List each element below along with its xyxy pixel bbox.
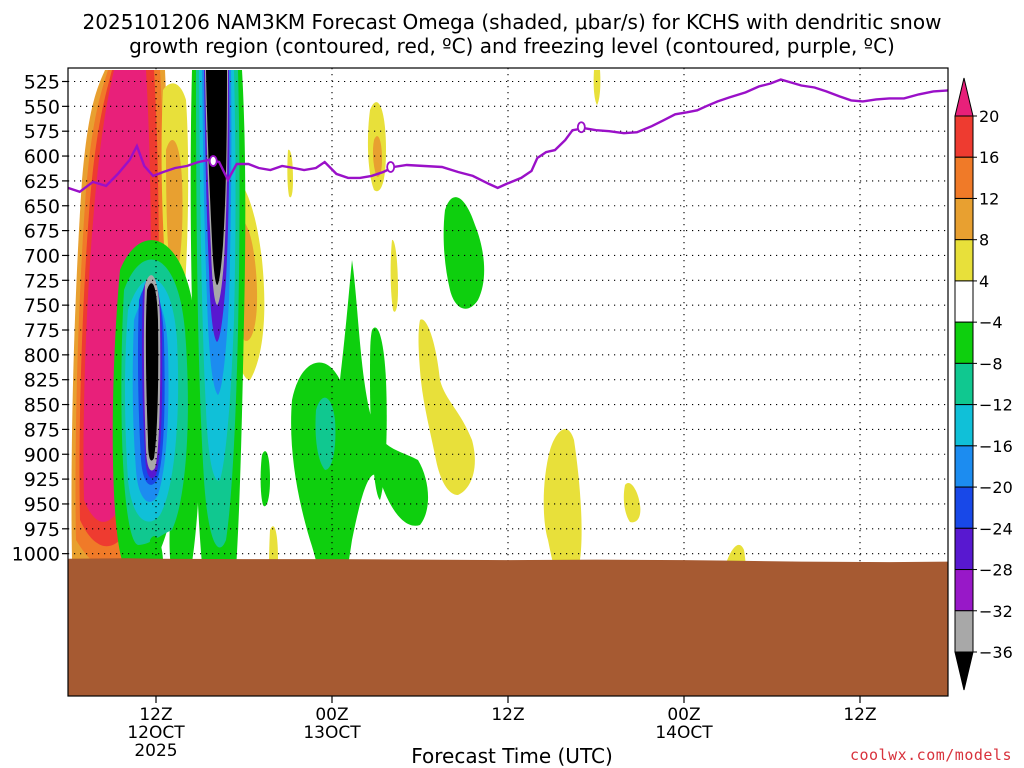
colorbar-label: −24: [979, 519, 1013, 538]
colorbar-bin: [954, 239, 974, 282]
omega-region: [372, 136, 382, 177]
freezing-level-labels: [208, 121, 586, 173]
colorbar-bin: [954, 527, 974, 571]
omega-region: [443, 197, 485, 309]
y-tick-label: 925: [24, 469, 60, 491]
freezing-level-line: [68, 78, 948, 194]
x-axis-label: Forecast Time (UTC): [411, 744, 613, 768]
x-tick-label: 12Z: [139, 705, 172, 725]
omega-region: [287, 149, 293, 198]
colorbar-bin: [954, 321, 974, 364]
y-tick-label: 575: [24, 121, 60, 143]
y-tick-label: 825: [24, 370, 60, 392]
colorbar-bin: [954, 115, 974, 158]
y-tick-label: 1000: [12, 544, 60, 566]
colorbar-label: −28: [979, 561, 1013, 580]
colorbar-label: 12: [979, 189, 999, 208]
colorbar-label: −16: [979, 437, 1013, 456]
x-tick-label: 12Z: [491, 705, 524, 725]
colorbar-bin: [954, 445, 974, 488]
freezing-level-label: [386, 161, 396, 173]
colorbar-label: 4: [979, 272, 989, 291]
y-tick-label: 775: [24, 320, 60, 342]
colorbar-label: −32: [979, 602, 1013, 621]
omega-region: [623, 482, 641, 523]
x-tick-date: 12OCT: [127, 723, 185, 743]
x-tick-label: 12Z: [843, 705, 876, 725]
chart-title-line2: growth region (contoured, red, ºC) and f…: [129, 34, 895, 58]
colorbar-label: 16: [979, 148, 999, 167]
omega-region: [390, 239, 398, 312]
y-tick-label: 750: [24, 295, 60, 317]
y-tick-label: 950: [24, 494, 60, 516]
colorbar-label: −12: [979, 396, 1013, 415]
colorbar-label: 8: [979, 231, 989, 250]
colorbar-bin: [954, 651, 974, 691]
colorbar-bin: [954, 280, 974, 323]
colorbar-bin: [954, 362, 974, 406]
y-tick-label: 600: [24, 146, 60, 168]
credit-text: coolwx.com/models: [849, 746, 1012, 764]
x-tick-label: 00Z: [667, 705, 700, 725]
omega-region: [593, 70, 601, 105]
x-tick-label: 00Z: [315, 705, 348, 725]
omega-region: [166, 140, 183, 280]
chart-title-line1: 2025101206 NAM3KM Forecast Omega (shaded…: [82, 10, 942, 34]
omega-region: [260, 451, 270, 507]
y-tick-label: 550: [24, 96, 60, 118]
y-tick-label: 800: [24, 345, 60, 367]
omega-region: [370, 327, 387, 500]
terrain-fill: [68, 558, 948, 696]
y-tick-label: 900: [24, 444, 60, 466]
y-tick-label: 975: [24, 519, 60, 541]
colorbar-bin: [954, 610, 974, 653]
x-tick-year: 2025: [134, 741, 177, 761]
omega-region: [206, 70, 227, 285]
colorbar-bin: [954, 156, 974, 199]
y-tick-label: 725: [24, 270, 60, 292]
omega-region: [543, 429, 582, 591]
colorbar-label: −8: [979, 354, 1003, 373]
colorbar-label: −36: [979, 643, 1013, 662]
y-tick-label: 850: [24, 395, 60, 417]
colorbar-bin: [954, 197, 974, 241]
colorbar-bin: [954, 404, 974, 447]
x-tick-date: 14OCT: [655, 723, 713, 743]
y-tick-label: 700: [24, 245, 60, 267]
x-tick-date: 13OCT: [303, 723, 361, 743]
y-tick-label: 875: [24, 419, 60, 441]
freezing-level-label: [208, 155, 218, 167]
colorbar-label: −4: [979, 313, 1003, 332]
omega-region: [291, 260, 429, 628]
colorbar-bin: [954, 569, 974, 612]
y-tick-label: 625: [24, 171, 60, 193]
omega-region: [418, 319, 475, 495]
colorbar-bin: [954, 486, 974, 529]
omega-region: [145, 283, 159, 461]
freezing-level-label: [576, 121, 586, 134]
y-tick-label: 525: [24, 72, 60, 94]
colorbar-label: −20: [979, 478, 1013, 497]
omega-region: [315, 397, 336, 470]
colorbar: 20 16 12 8 4 −4 −8 −12 −16 −20 −24 −28 −32 −36: [954, 77, 1013, 691]
y-tick-label: 675: [24, 221, 60, 243]
colorbar-bin: [954, 77, 974, 117]
y-tick-label: 650: [24, 196, 60, 218]
colorbar-label: 20: [979, 107, 999, 126]
